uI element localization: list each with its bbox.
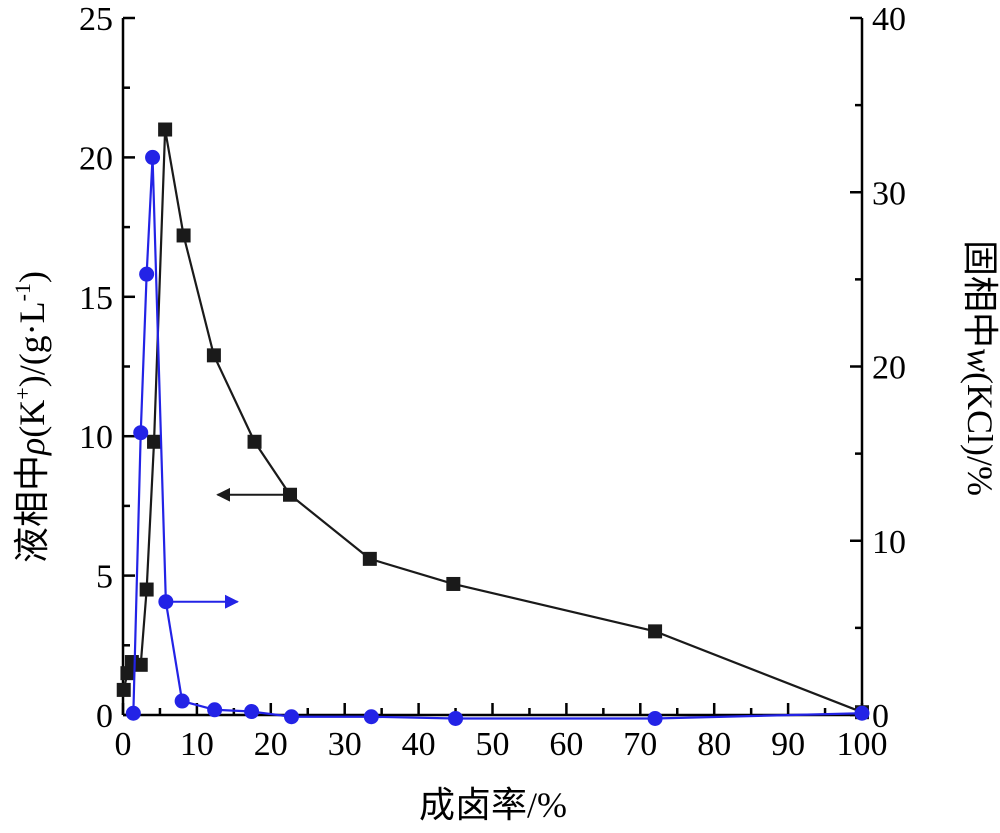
y-left-title-sup2: -1 (10, 283, 35, 301)
data-point-square (133, 657, 148, 672)
data-point-square (158, 122, 173, 137)
x-tick-label: 70 (623, 726, 657, 763)
y-axis-right-title: 固相中w(KCl)/% (960, 240, 1000, 496)
x-tick-label: 50 (476, 726, 510, 763)
y-right-title-symbol: w (960, 348, 1000, 372)
y-left-title-prefix: 液相中 (12, 455, 52, 563)
x-tick-label: 30 (328, 726, 362, 763)
data-point-square (147, 434, 162, 449)
y-axis-left-title: 液相中ρ(K+)/(g·L-1) (10, 271, 52, 563)
y-right-tick-label: 30 (872, 175, 906, 212)
data-point-circle (174, 693, 190, 709)
y-left-title-open: (K (12, 400, 52, 438)
y-right-tick-label: 0 (872, 698, 889, 735)
y-right-tick-label: 40 (872, 1, 906, 38)
data-point-circle (207, 702, 223, 718)
data-point-square (283, 487, 298, 502)
data-point-circle (139, 266, 155, 282)
data-point-square (116, 682, 131, 697)
x-tick-label: 100 (837, 726, 888, 763)
data-point-circle (854, 705, 870, 721)
data-point-circle (647, 710, 663, 726)
y-left-tick-label: 20 (79, 140, 113, 177)
data-point-circle (448, 710, 464, 726)
y-left-title-symbol: ρ (12, 438, 52, 456)
x-tick-label: 0 (115, 726, 132, 763)
x-axis-title: 成卤率/% (419, 785, 567, 825)
data-point-circle (133, 425, 149, 441)
y-left-title-sup1: + (10, 387, 35, 399)
series-left-squares (116, 122, 869, 720)
data-point-circle (283, 709, 299, 725)
data-point-square (139, 582, 154, 597)
data-point-square (120, 666, 135, 681)
data-point-circle (125, 705, 141, 721)
x-tick-label: 90 (771, 726, 805, 763)
data-point-square (362, 551, 377, 566)
data-point-circle (158, 594, 174, 610)
series-right-circles (125, 149, 870, 726)
y-left-tick-label: 25 (79, 1, 113, 38)
y-left-tick-label: 10 (79, 419, 113, 456)
data-point-circle (363, 709, 379, 725)
axes: 0 10 20 30 40 50 60 70 80 90 100051015202501020304… (79, 1, 906, 763)
y-right-title-prefix: 固相中 (960, 240, 1000, 348)
x-tick-label: 20 (254, 726, 288, 763)
y-left-tick-label: 0 (96, 698, 113, 735)
series-line (122, 129, 863, 714)
y-left-title-close: ) (12, 271, 52, 283)
x-tick-label: 40 (402, 726, 436, 763)
data-point-square (176, 228, 191, 243)
x-tick-label: 80 (697, 726, 731, 763)
data-point-square (648, 624, 663, 639)
y-left-tick-label: 5 (96, 559, 113, 596)
data-point-circle (244, 704, 260, 720)
data-point-square (446, 576, 461, 591)
y-right-tick-label: 10 (872, 524, 906, 561)
data-point-circle (145, 149, 161, 165)
x-tick-label: 10 (180, 726, 214, 763)
series-layer (116, 122, 870, 726)
data-point-square (247, 434, 262, 449)
series-line (132, 157, 863, 720)
y-left-title-mid: )/(g·L (12, 301, 52, 387)
y-left-tick-label: 15 (79, 280, 113, 317)
y-right-tick-label: 20 (872, 350, 906, 387)
y-right-title-rest: (KCl)/% (960, 372, 1000, 496)
x-tick-label: 60 (549, 726, 583, 763)
data-point-square (206, 348, 221, 363)
